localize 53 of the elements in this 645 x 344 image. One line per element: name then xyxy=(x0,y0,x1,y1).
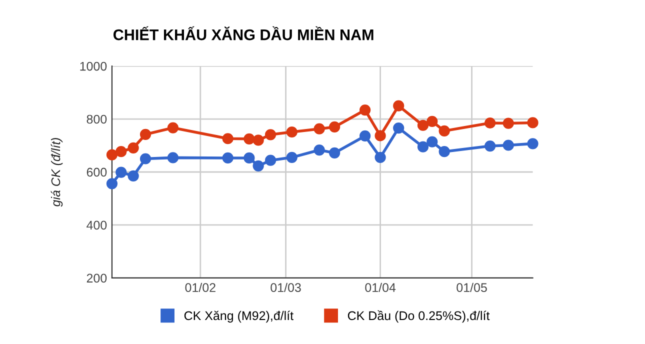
point xyxy=(426,116,438,127)
y-tick-label: 400 xyxy=(86,220,107,230)
point xyxy=(314,123,325,134)
point xyxy=(244,152,255,164)
x-tick-label: 01/02 xyxy=(185,282,216,292)
point xyxy=(393,122,404,134)
point xyxy=(438,125,450,136)
point xyxy=(374,152,386,163)
point xyxy=(140,153,152,164)
point xyxy=(360,130,371,142)
point xyxy=(314,144,325,156)
point xyxy=(116,146,127,158)
point xyxy=(222,133,234,144)
point xyxy=(106,178,118,190)
point xyxy=(417,141,429,152)
point xyxy=(502,118,514,129)
point xyxy=(329,147,340,158)
point xyxy=(106,149,118,160)
point xyxy=(484,140,496,152)
point xyxy=(128,142,139,154)
legend-label: CK Dầu (Do 0.25%S),đ/lít xyxy=(348,310,490,323)
point xyxy=(140,128,152,140)
chart-title: CHIẾT KHẤU XĂNG DẦU MIỀN NAM xyxy=(114,26,374,40)
y-tick-label: 600 xyxy=(86,168,107,177)
y-tick-label: 1000 xyxy=(80,62,107,71)
x-tick-label: 01/04 xyxy=(365,282,396,292)
y-axis-title: giá CK (đ/lít) xyxy=(50,138,63,207)
x-tick-label: 01/03 xyxy=(270,282,301,292)
point xyxy=(426,136,438,148)
legend-label: CK Xăng (M92),đ/lít xyxy=(184,310,294,323)
point xyxy=(374,130,386,142)
point xyxy=(438,146,450,158)
point xyxy=(252,160,264,172)
point xyxy=(244,133,255,144)
point xyxy=(527,138,538,150)
point xyxy=(264,154,276,166)
point xyxy=(128,170,139,182)
point xyxy=(484,117,496,129)
point xyxy=(167,122,179,134)
point xyxy=(222,152,234,164)
point xyxy=(527,117,538,128)
point xyxy=(116,166,127,178)
point xyxy=(360,104,371,116)
point xyxy=(167,152,179,164)
point xyxy=(393,100,404,112)
point xyxy=(264,129,276,140)
point xyxy=(502,140,514,151)
point xyxy=(252,134,264,146)
point xyxy=(417,120,429,131)
y-tick-label: 200 xyxy=(86,274,107,283)
x-tick-label: 01/05 xyxy=(456,282,487,292)
y-tick-label: 800 xyxy=(86,114,107,124)
point xyxy=(329,121,340,133)
